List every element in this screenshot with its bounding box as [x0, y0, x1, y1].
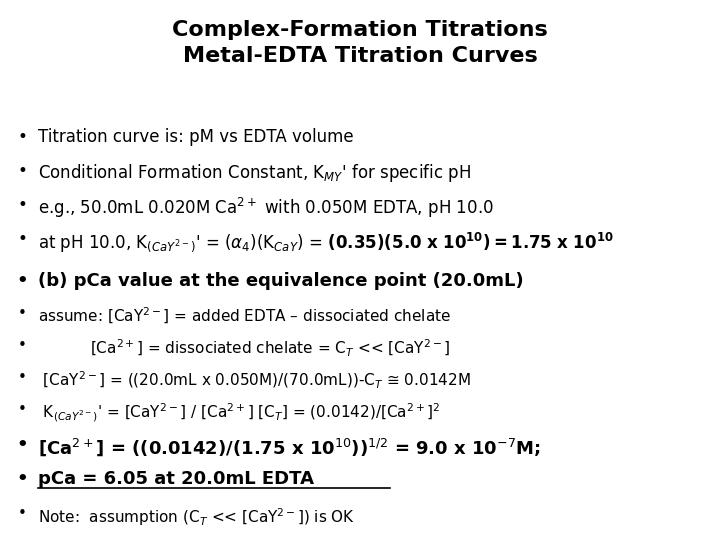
Text: •: • [17, 506, 27, 521]
Text: Titration curve is: pM vs EDTA volume: Titration curve is: pM vs EDTA volume [38, 128, 354, 146]
Text: [Ca$^{2+}$] = dissociated chelate = C$_T$ << [CaY$^{2-}$]: [Ca$^{2+}$] = dissociated chelate = C$_T… [90, 338, 450, 359]
Text: [Ca$^{2+}$] = ((0.0142)/(1.75 x 10$^{10}$))$^{1/2}$ = 9.0 x 10$^{-7}$M;: [Ca$^{2+}$] = ((0.0142)/(1.75 x 10$^{10}… [38, 436, 541, 457]
Text: Complex-Formation Titrations
Metal-EDTA Titration Curves: Complex-Formation Titrations Metal-EDTA … [172, 20, 548, 65]
Text: •: • [16, 436, 28, 454]
Text: •: • [17, 230, 27, 248]
Text: •: • [17, 162, 27, 180]
Text: •: • [17, 402, 27, 417]
Text: •: • [16, 470, 28, 488]
Text: •: • [17, 338, 27, 353]
Text: •: • [17, 196, 27, 214]
Text: •: • [17, 370, 27, 385]
Text: Note:  assumption (C$_T$ << [CaY$^{2-}$]) is OK: Note: assumption (C$_T$ << [CaY$^{2-}$])… [38, 506, 355, 528]
Text: K$_{(CaY^{2-})}$' = [CaY$^{2-}$] / [Ca$^{2+}$] [C$_T$] = (0.0142)/[Ca$^{2+}$]$^2: K$_{(CaY^{2-})}$' = [CaY$^{2-}$] / [Ca$^… [38, 402, 441, 424]
Text: (b) pCa value at the equivalence point (20.0mL): (b) pCa value at the equivalence point (… [38, 272, 523, 290]
Text: assume: [CaY$^{2-}$] = added EDTA – dissociated chelate: assume: [CaY$^{2-}$] = added EDTA – diss… [38, 306, 451, 326]
Text: •: • [16, 272, 28, 290]
Text: •: • [17, 128, 27, 146]
Text: e.g., 50.0mL 0.020M Ca$^{2+}$ with 0.050M EDTA, pH 10.0: e.g., 50.0mL 0.020M Ca$^{2+}$ with 0.050… [38, 196, 494, 220]
Text: pCa = 6.05 at 20.0mL EDTA: pCa = 6.05 at 20.0mL EDTA [38, 470, 314, 488]
Text: [CaY$^{2-}$] = ((20.0mL x 0.050M)/(70.0mL))-C$_T$ ≅ 0.0142M: [CaY$^{2-}$] = ((20.0mL x 0.050M)/(70.0m… [38, 370, 471, 391]
Text: •: • [17, 306, 27, 321]
Text: at pH 10.0, K$_{(CaY^{2-})}$' = ($\alpha_{4}$)(K$_{CaY}$) = $\mathbf{(0.35)(5.0\: at pH 10.0, K$_{(CaY^{2-})}$' = ($\alpha… [38, 230, 614, 254]
Text: Conditional Formation Constant, K$_{MY}$' for specific pH: Conditional Formation Constant, K$_{MY}$… [38, 162, 471, 184]
